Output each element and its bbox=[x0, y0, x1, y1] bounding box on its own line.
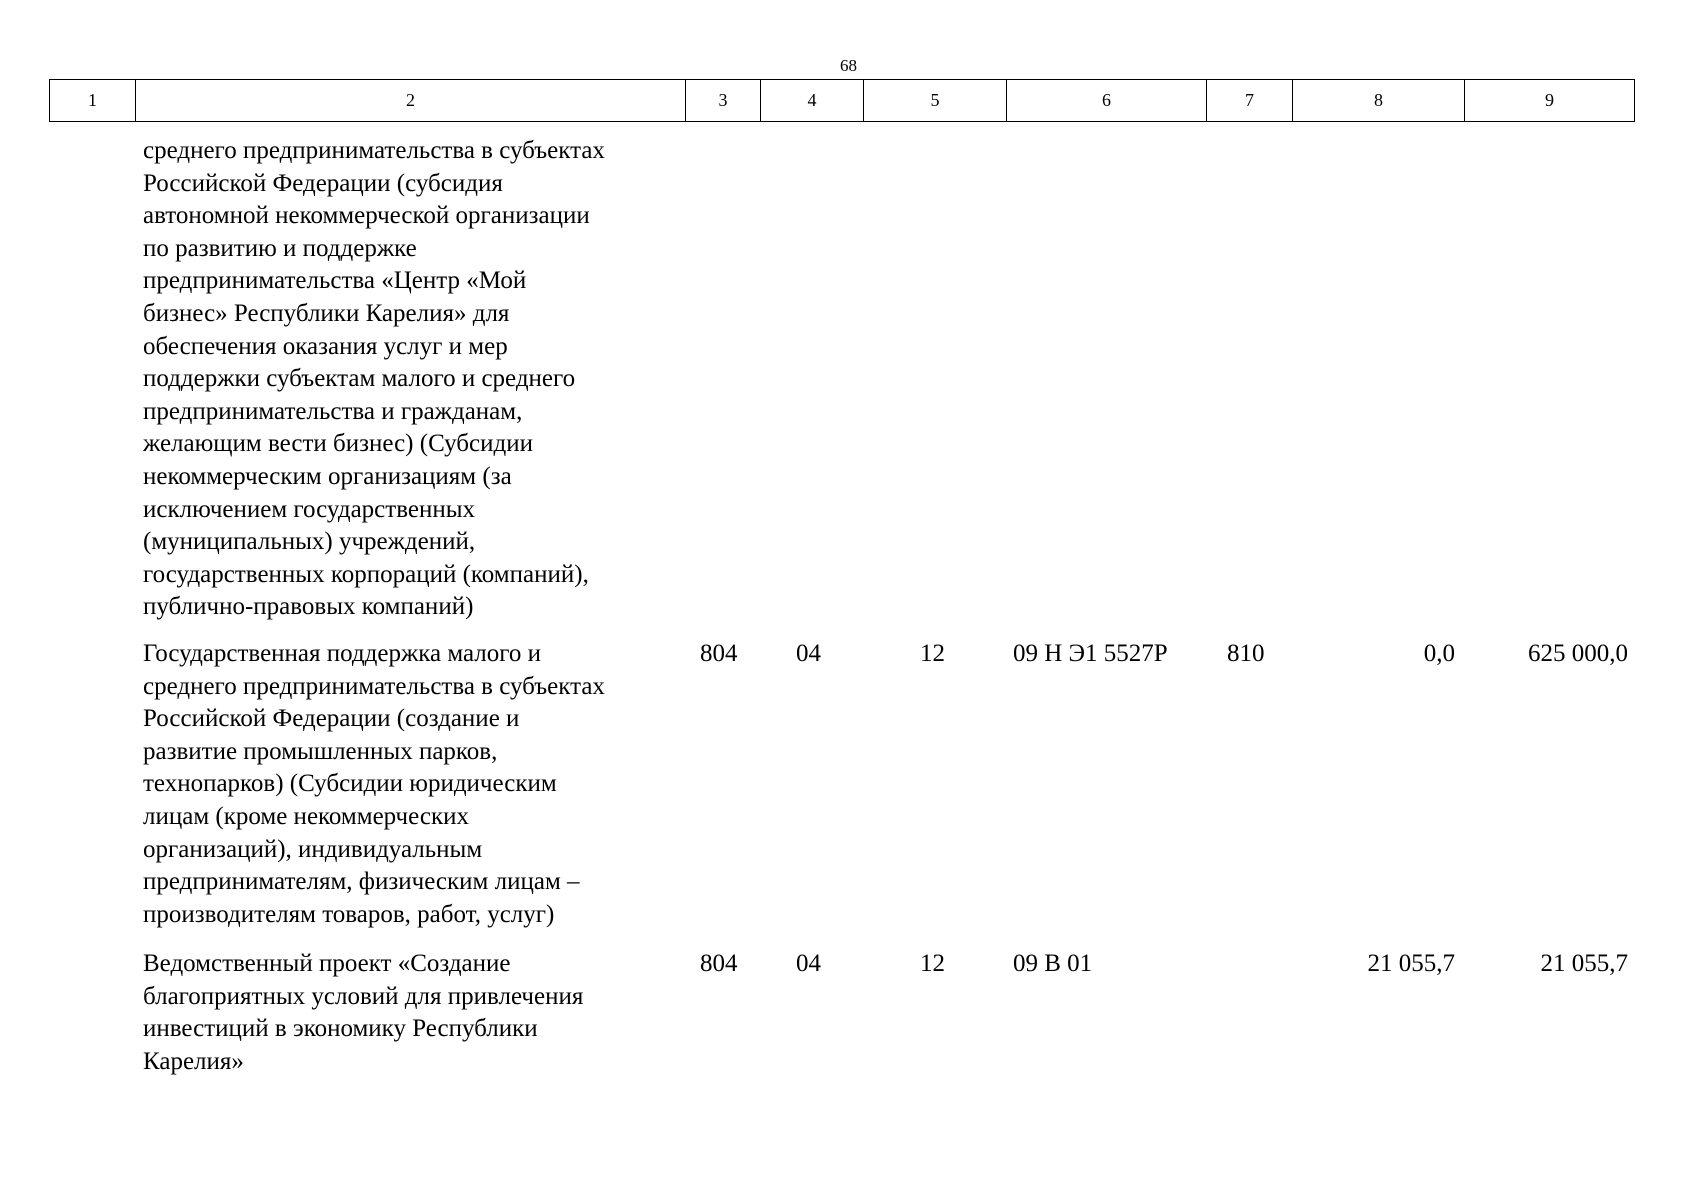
row-name-line: Российской Федерации (создание и bbox=[143, 705, 520, 733]
subsection-code: 12 bbox=[920, 640, 945, 667]
row-name-line: среднего предпринимательства в субъектах bbox=[143, 137, 605, 164]
row-name-line: публично-правовых компаний) bbox=[143, 593, 474, 621]
row-name-line: желающим вести бизнес) (Субсидии bbox=[143, 430, 533, 458]
row-name-line: автономной некоммерческой организации bbox=[143, 202, 590, 230]
row-name: Государственная поддержка малого и средн… bbox=[143, 638, 683, 931]
header-col-9: 9 bbox=[1464, 79, 1635, 122]
header-col-5: 5 bbox=[863, 79, 1007, 122]
header-col-7: 7 bbox=[1206, 79, 1293, 122]
header-col-2: 2 bbox=[135, 79, 686, 122]
header-col-1: 1 bbox=[49, 79, 136, 122]
header-col-4: 4 bbox=[760, 79, 864, 122]
row-name-line: технопарков) (Субсидии юридическим bbox=[143, 770, 557, 798]
row-name-line: предпринимательства и гражданам, bbox=[143, 397, 523, 425]
column-number-header: 1 2 3 4 5 6 7 8 9 bbox=[49, 79, 1635, 122]
section-code: 04 bbox=[796, 640, 821, 667]
row-name-line: развитие промышленных парков, bbox=[143, 737, 498, 765]
row-name-line: по развитию и поддержке bbox=[143, 234, 417, 262]
row-name-line: некоммерческим организациям (за bbox=[143, 462, 512, 490]
ministry-code: 804 bbox=[700, 640, 738, 667]
row-name-line: инвестиций в экономику Республики bbox=[143, 1015, 538, 1043]
target-article-code: 09 Н Э1 5527Р bbox=[1013, 640, 1168, 667]
row-name: среднего предпринимательства в субъектах… bbox=[143, 135, 683, 624]
row-name-line: среднего предпринимательства в субъектах bbox=[143, 672, 605, 700]
row-name-line: лицам (кроме некоммерческих bbox=[143, 802, 469, 830]
row-name-line: Российской Федерации (субсидия bbox=[143, 169, 503, 197]
row-name-line: бизнес» Республики Карелия» для bbox=[143, 299, 510, 327]
row-name: Ведомственный проект «Создание благоприя… bbox=[143, 948, 683, 1078]
page-number: 68 bbox=[840, 56, 857, 75]
amount-col-9: 21 055,7 bbox=[1540, 950, 1629, 977]
header-row: 1 2 3 4 5 6 7 8 9 bbox=[49, 79, 1635, 122]
row-name-line: обеспечения оказания услуг и мер bbox=[143, 332, 508, 360]
row-name-line: поддержки субъектам малого и среднего bbox=[143, 365, 576, 393]
subsection-code: 12 bbox=[920, 950, 945, 977]
row-name-line: (муниципальных) учреждений, bbox=[143, 528, 476, 556]
amount-col-9: 625 000,0 bbox=[1528, 640, 1628, 667]
row-name-line: Карелия» bbox=[143, 1047, 244, 1075]
section-code: 04 bbox=[796, 950, 821, 977]
row-name-line: благоприятных условий для привлечения bbox=[143, 982, 584, 1010]
row-name-line: предпринимательства «Центр «Мой bbox=[143, 267, 527, 295]
row-name-line: Ведомственный проект «Создание bbox=[143, 950, 511, 977]
row-name-line: производителям товаров, работ, услуг) bbox=[143, 900, 555, 928]
amount-col-8: 21 055,7 bbox=[1367, 950, 1456, 977]
row-name-line: организаций), индивидуальным bbox=[143, 835, 483, 863]
target-article-code: 09 В 01 bbox=[1013, 950, 1093, 977]
ministry-code: 804 bbox=[700, 950, 738, 977]
row-name-line: государственных корпораций (компаний), bbox=[143, 560, 589, 588]
header-col-3: 3 bbox=[685, 79, 761, 122]
row-name-line: исключением государственных bbox=[143, 495, 476, 523]
row-name-line: предпринимателям, физическим лицам – bbox=[143, 868, 580, 896]
header-col-8: 8 bbox=[1292, 79, 1465, 122]
expense-type-code: 810 bbox=[1227, 640, 1265, 667]
row-name-line: Государственная поддержка малого и bbox=[143, 640, 542, 667]
header-col-6: 6 bbox=[1006, 79, 1207, 122]
amount-col-8: 0,0 bbox=[1423, 640, 1455, 667]
